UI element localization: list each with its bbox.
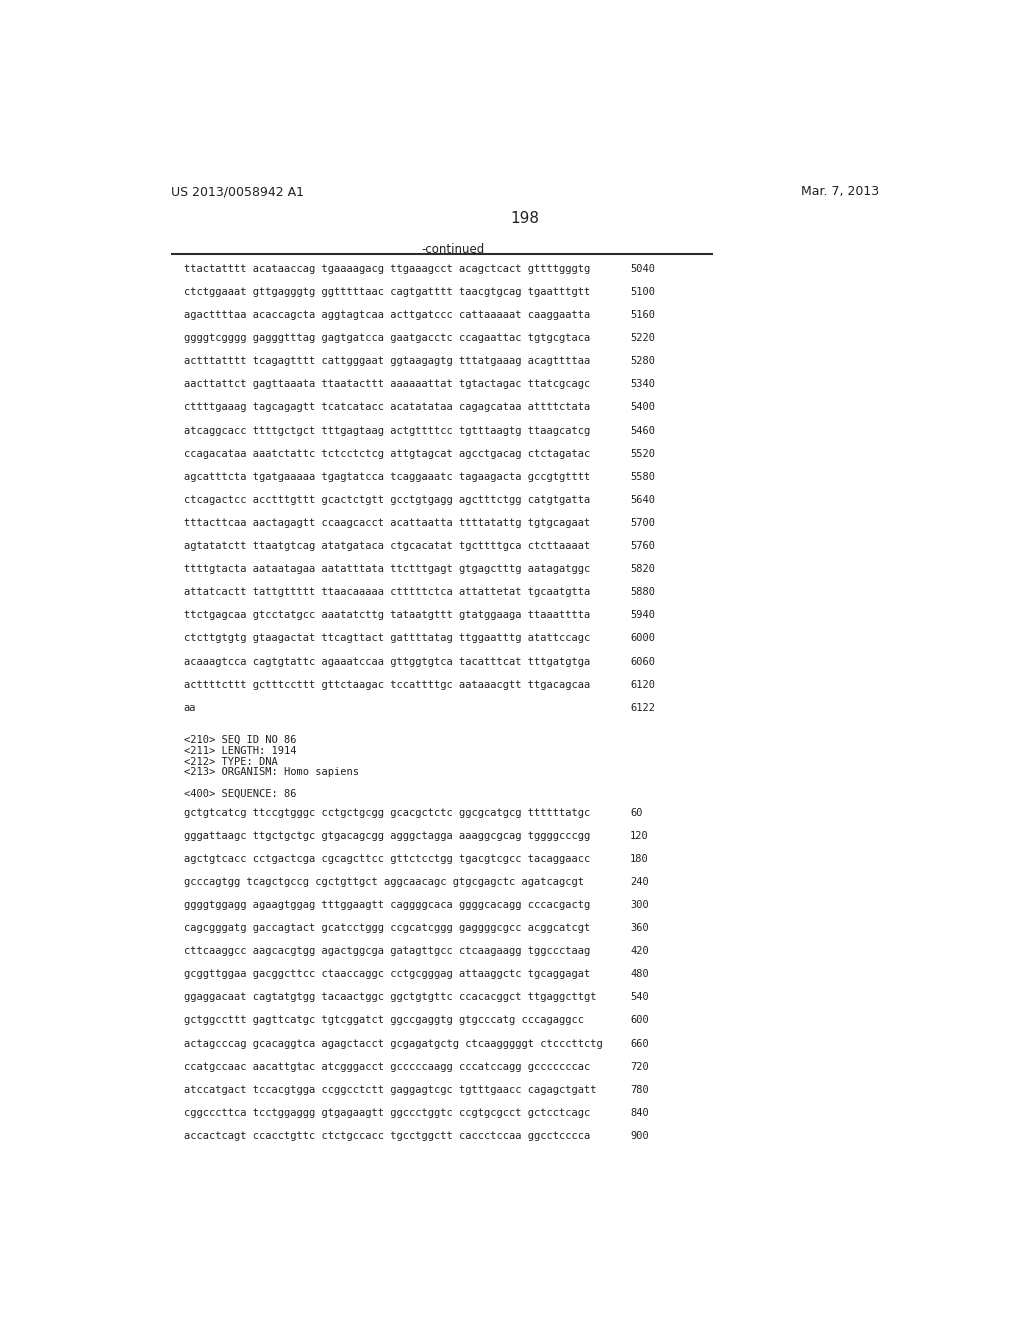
Text: agcatttcta tgatgaaaaa tgagtatcca tcaggaaatc tagaagacta gccgtgtttt: agcatttcta tgatgaaaaa tgagtatcca tcaggaa… [183, 471, 590, 482]
Text: 5400: 5400 [630, 403, 655, 412]
Text: 660: 660 [630, 1039, 649, 1048]
Text: 5580: 5580 [630, 471, 655, 482]
Text: 5760: 5760 [630, 541, 655, 550]
Text: gctggccttt gagttcatgc tgtcggatct ggccgaggtg gtgcccatg cccagaggcc: gctggccttt gagttcatgc tgtcggatct ggccgag… [183, 1015, 584, 1026]
Text: actttatttt tcagagtttt cattgggaat ggtaagagtg tttatgaaag acagttttaa: actttatttt tcagagtttt cattgggaat ggtaaga… [183, 356, 590, 366]
Text: <210> SEQ ID NO 86: <210> SEQ ID NO 86 [183, 735, 296, 744]
Text: ggaggacaat cagtatgtgg tacaactggc ggctgtgttc ccacacggct ttgaggcttgt: ggaggacaat cagtatgtgg tacaactggc ggctgtg… [183, 993, 596, 1002]
Text: 5640: 5640 [630, 495, 655, 504]
Text: tttacttcaa aactagagtt ccaagcacct acattaatta ttttatattg tgtgcagaat: tttacttcaa aactagagtt ccaagcacct acattaa… [183, 517, 590, 528]
Text: agctgtcacc cctgactcga cgcagcttcc gttctcctgg tgacgtcgcc tacaggaacc: agctgtcacc cctgactcga cgcagcttcc gttctcc… [183, 854, 590, 863]
Text: 6000: 6000 [630, 634, 655, 643]
Text: aacttattct gagttaaata ttaatacttt aaaaaattat tgtactagac ttatcgcagc: aacttattct gagttaaata ttaatacttt aaaaaat… [183, 379, 590, 389]
Text: 780: 780 [630, 1085, 649, 1094]
Text: 5160: 5160 [630, 310, 655, 319]
Text: 840: 840 [630, 1107, 649, 1118]
Text: 5520: 5520 [630, 449, 655, 458]
Text: 300: 300 [630, 900, 649, 909]
Text: 6122: 6122 [630, 702, 655, 713]
Text: ccagacataa aaatctattc tctcctctcg attgtagcat agcctgacag ctctagatac: ccagacataa aaatctattc tctcctctcg attgtag… [183, 449, 590, 458]
Text: cggcccttca tcctggaggg gtgagaagtt ggccctggtc ccgtgcgcct gctcctcagc: cggcccttca tcctggaggg gtgagaagtt ggccctg… [183, 1107, 590, 1118]
Text: 5460: 5460 [630, 425, 655, 436]
Text: ttctgagcaa gtcctatgcc aaatatcttg tataatgttt gtatggaaga ttaaatttta: ttctgagcaa gtcctatgcc aaatatcttg tataatg… [183, 610, 590, 620]
Text: ccatgccaac aacattgtac atcgggacct gcccccaagg cccatccagg gcccccccac: ccatgccaac aacattgtac atcgggacct gccccca… [183, 1061, 590, 1072]
Text: 6120: 6120 [630, 680, 655, 689]
Text: <400> SEQUENCE: 86: <400> SEQUENCE: 86 [183, 789, 296, 799]
Text: 720: 720 [630, 1061, 649, 1072]
Text: 198: 198 [510, 211, 540, 226]
Text: agtatatctt ttaatgtcag atatgataca ctgcacatat tgcttttgca ctcttaaaat: agtatatctt ttaatgtcag atatgataca ctgcaca… [183, 541, 590, 550]
Text: 5040: 5040 [630, 264, 655, 273]
Text: ttttgtacta aataatagaa aatatttata ttctttgagt gtgagctttg aatagatggc: ttttgtacta aataatagaa aatatttata ttctttg… [183, 564, 590, 574]
Text: 420: 420 [630, 946, 649, 956]
Text: <213> ORGANISM: Homo sapiens: <213> ORGANISM: Homo sapiens [183, 767, 358, 777]
Text: 5820: 5820 [630, 564, 655, 574]
Text: 5700: 5700 [630, 517, 655, 528]
Text: 540: 540 [630, 993, 649, 1002]
Text: aa: aa [183, 702, 197, 713]
Text: 240: 240 [630, 876, 649, 887]
Text: ggggtggagg agaagtggag tttggaagtt caggggcaca ggggcacagg cccacgactg: ggggtggagg agaagtggag tttggaagtt caggggc… [183, 900, 590, 909]
Text: 5280: 5280 [630, 356, 655, 366]
Text: 5940: 5940 [630, 610, 655, 620]
Text: 180: 180 [630, 854, 649, 863]
Text: cagcgggatg gaccagtact gcatcctggg ccgcatcggg gaggggcgcc acggcatcgt: cagcgggatg gaccagtact gcatcctggg ccgcatc… [183, 923, 590, 933]
Text: ctcagactcc acctttgttt gcactctgtt gcctgtgagg agctttctgg catgtgatta: ctcagactcc acctttgttt gcactctgtt gcctgtg… [183, 495, 590, 504]
Text: gggattaagc ttgctgctgc gtgacagcgg agggctagga aaaggcgcag tggggcccgg: gggattaagc ttgctgctgc gtgacagcgg agggcta… [183, 830, 590, 841]
Text: actagcccag gcacaggtca agagctacct gcgagatgctg ctcaagggggt ctcccttctg: actagcccag gcacaggtca agagctacct gcgagat… [183, 1039, 602, 1048]
Text: cttcaaggcc aagcacgtgg agactggcga gatagttgcc ctcaagaagg tggccctaag: cttcaaggcc aagcacgtgg agactggcga gatagtt… [183, 946, 590, 956]
Text: ggggtcgggg gagggtttag gagtgatcca gaatgacctc ccagaattac tgtgcgtaca: ggggtcgggg gagggtttag gagtgatcca gaatgac… [183, 333, 590, 343]
Text: gctgtcatcg ttccgtgggc cctgctgcgg gcacgctctc ggcgcatgcg ttttttatgc: gctgtcatcg ttccgtgggc cctgctgcgg gcacgct… [183, 808, 590, 817]
Text: 480: 480 [630, 969, 649, 979]
Text: acttttcttt gctttccttt gttctaagac tccattttgc aataaacgtt ttgacagcaa: acttttcttt gctttccttt gttctaagac tccattt… [183, 680, 590, 689]
Text: attatcactt tattgttttt ttaacaaaaa ctttttctca attattetat tgcaatgtta: attatcactt tattgttttt ttaacaaaaa ctttttc… [183, 587, 590, 597]
Text: atccatgact tccacgtgga ccggcctctt gaggagtcgc tgtttgaacc cagagctgatt: atccatgact tccacgtgga ccggcctctt gaggagt… [183, 1085, 596, 1094]
Text: <212> TYPE: DNA: <212> TYPE: DNA [183, 756, 278, 767]
Text: 5100: 5100 [630, 286, 655, 297]
Text: 5220: 5220 [630, 333, 655, 343]
Text: 120: 120 [630, 830, 649, 841]
Text: 6060: 6060 [630, 656, 655, 667]
Text: Mar. 7, 2013: Mar. 7, 2013 [801, 185, 879, 198]
Text: 5880: 5880 [630, 587, 655, 597]
Text: acaaagtcca cagtgtattc agaaatccaa gttggtgtca tacatttcat tttgatgtga: acaaagtcca cagtgtattc agaaatccaa gttggtg… [183, 656, 590, 667]
Text: gcggttggaa gacggcttcc ctaaccaggc cctgcgggag attaaggctc tgcaggagat: gcggttggaa gacggcttcc ctaaccaggc cctgcgg… [183, 969, 590, 979]
Text: -continued: -continued [422, 243, 485, 256]
Text: accactcagt ccacctgttc ctctgccacc tgcctggctt caccctccaa ggcctcccca: accactcagt ccacctgttc ctctgccacc tgcctgg… [183, 1131, 590, 1140]
Text: 900: 900 [630, 1131, 649, 1140]
Text: 600: 600 [630, 1015, 649, 1026]
Text: 60: 60 [630, 808, 643, 817]
Text: US 2013/0058942 A1: US 2013/0058942 A1 [171, 185, 304, 198]
Text: <211> LENGTH: 1914: <211> LENGTH: 1914 [183, 746, 296, 756]
Text: ctcttgtgtg gtaagactat ttcagttact gattttatag ttggaatttg atattccagc: ctcttgtgtg gtaagactat ttcagttact gatttta… [183, 634, 590, 643]
Text: gcccagtgg tcagctgccg cgctgttgct aggcaacagc gtgcgagctc agatcagcgt: gcccagtgg tcagctgccg cgctgttgct aggcaaca… [183, 876, 584, 887]
Text: atcaggcacc ttttgctgct tttgagtaag actgttttcc tgtttaagtg ttaagcatcg: atcaggcacc ttttgctgct tttgagtaag actgttt… [183, 425, 590, 436]
Text: 360: 360 [630, 923, 649, 933]
Text: cttttgaaag tagcagagtt tcatcatacc acatatataa cagagcataa attttctata: cttttgaaag tagcagagtt tcatcatacc acatata… [183, 403, 590, 412]
Text: agacttttaa acaccagcta aggtagtcaa acttgatccc cattaaaaat caaggaatta: agacttttaa acaccagcta aggtagtcaa acttgat… [183, 310, 590, 319]
Text: ttactatttt acataaccag tgaaaagacg ttgaaagcct acagctcact gttttgggtg: ttactatttt acataaccag tgaaaagacg ttgaaag… [183, 264, 590, 273]
Text: 5340: 5340 [630, 379, 655, 389]
Text: ctctggaaat gttgagggtg ggtttttaac cagtgatttt taacgtgcag tgaatttgtt: ctctggaaat gttgagggtg ggtttttaac cagtgat… [183, 286, 590, 297]
